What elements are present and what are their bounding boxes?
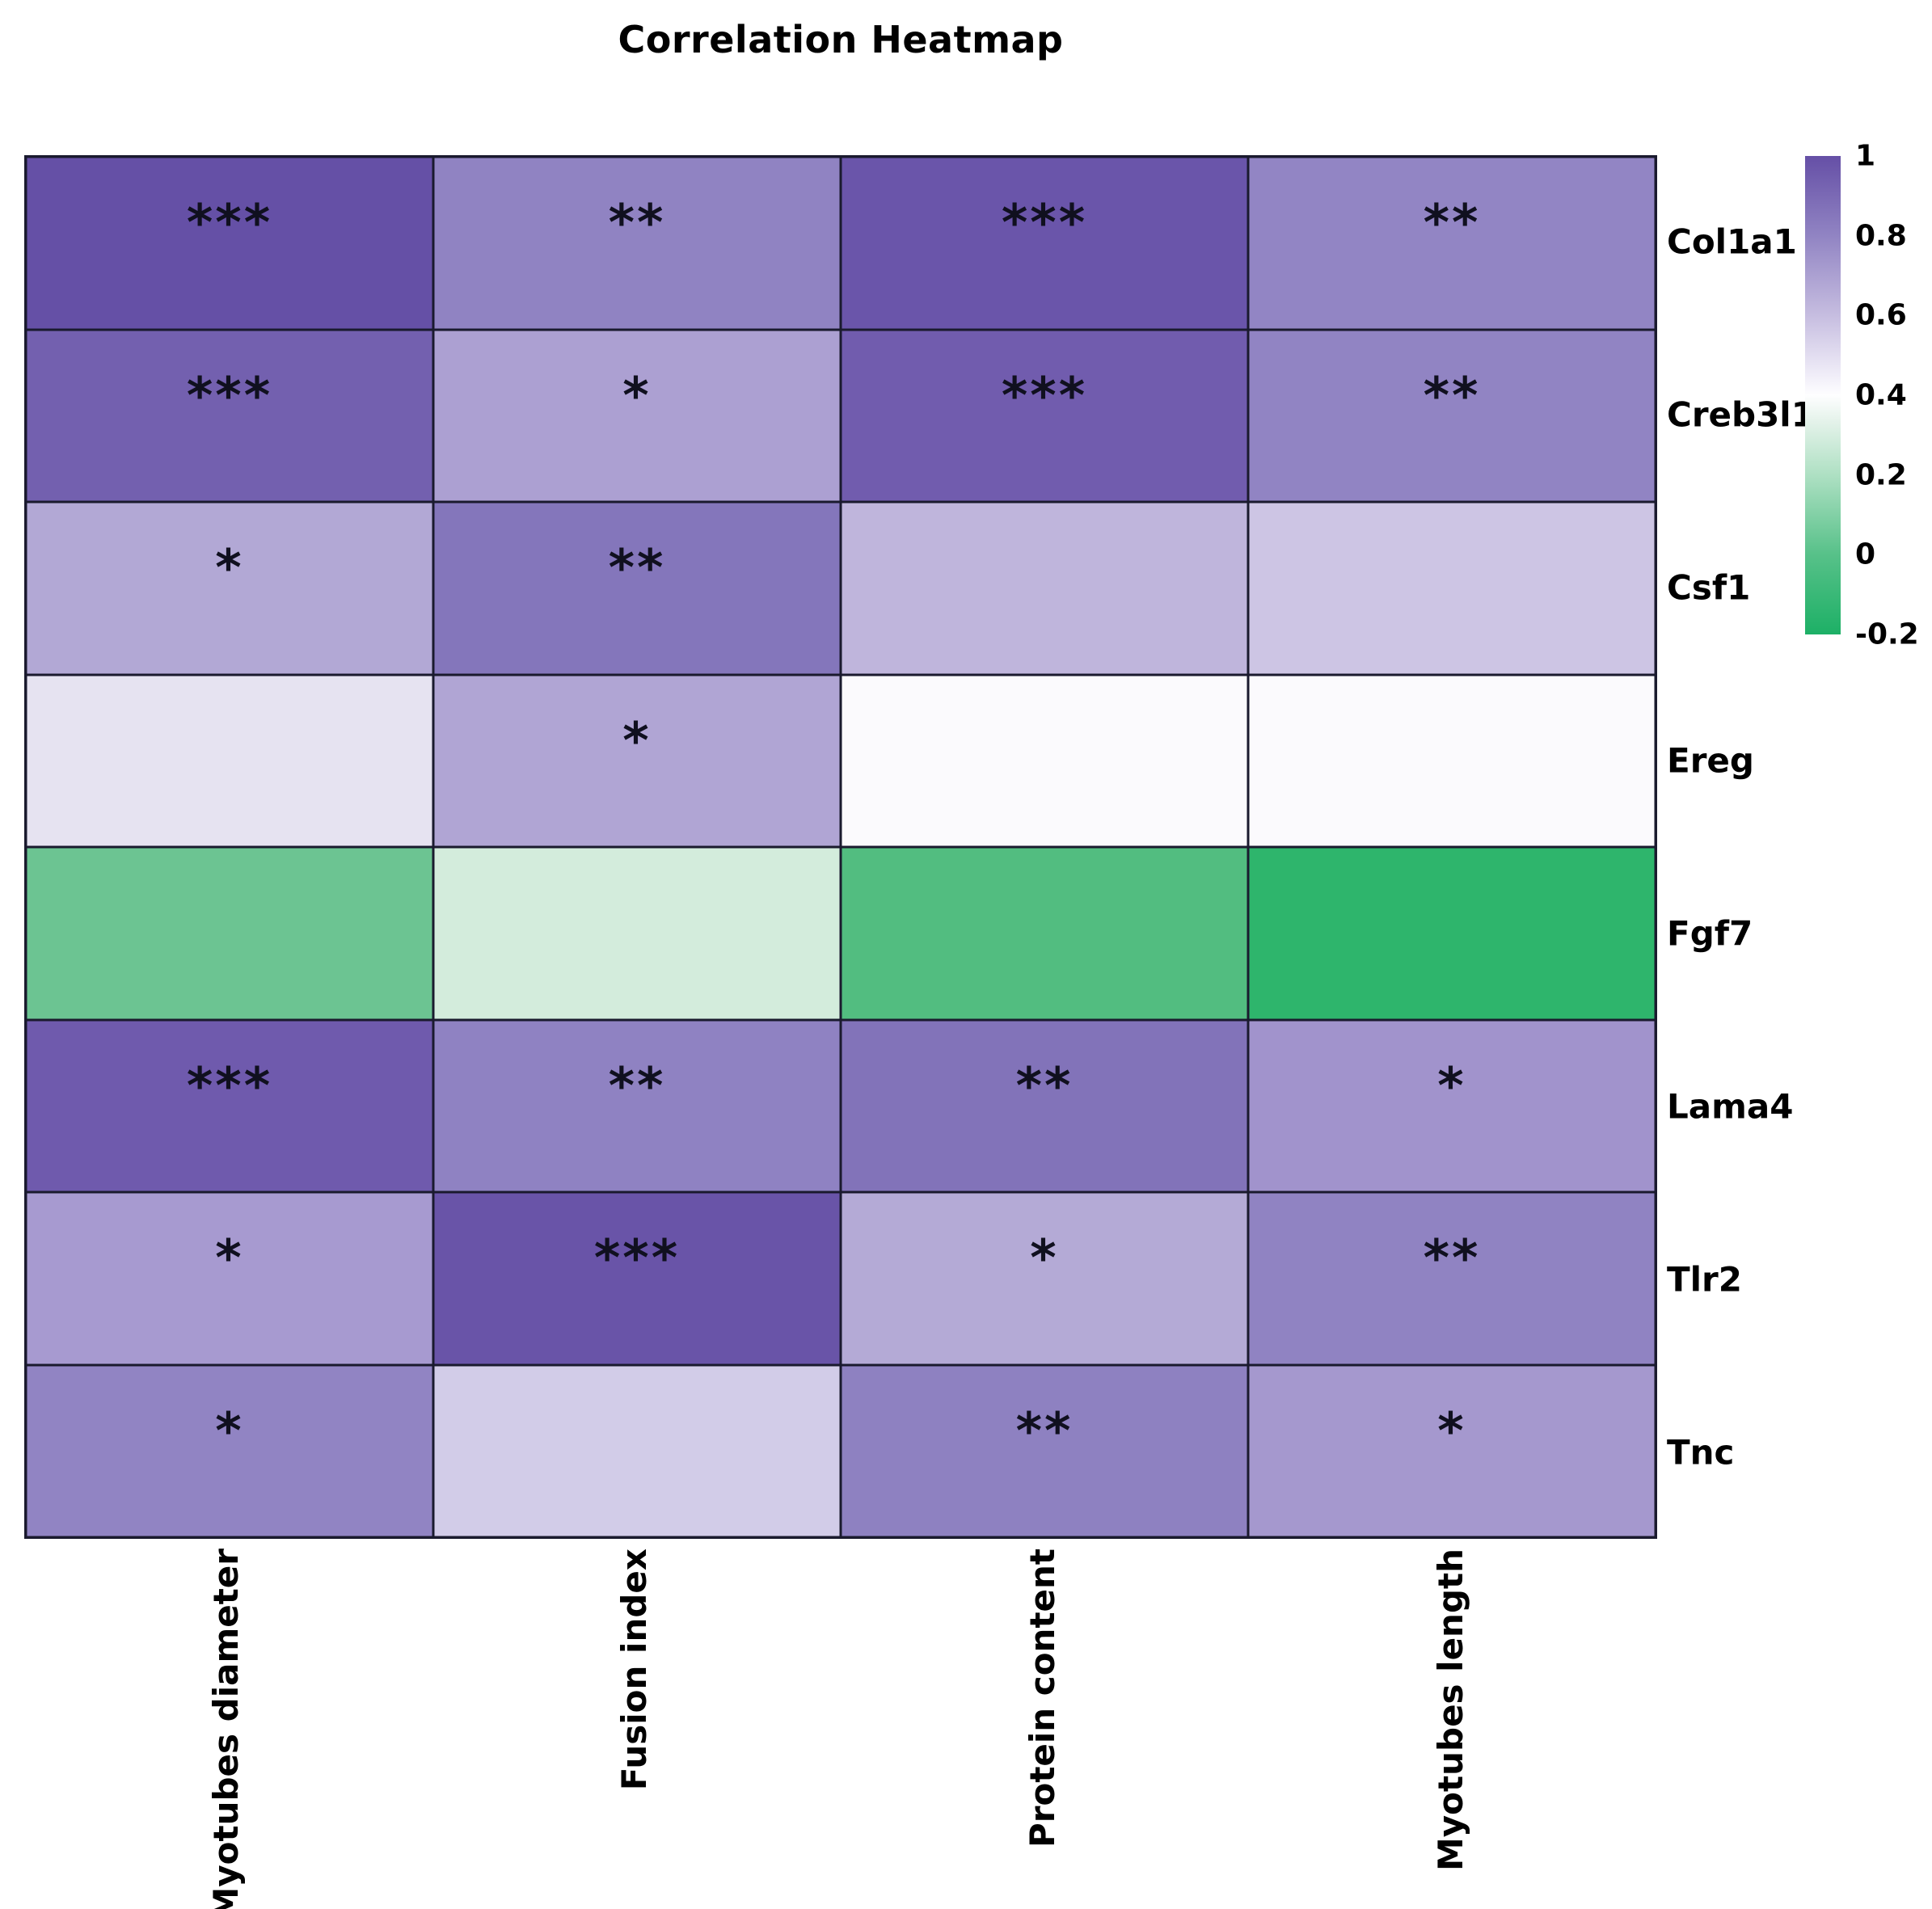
row-label: Csf1 [1667,567,1751,608]
heatmap-cell [841,674,1248,847]
heatmap-cell [433,847,841,1020]
heatmap-cell: *** [841,329,1248,502]
significance-stars: ** [608,193,666,253]
heatmap-cell [1248,674,1656,847]
heatmap-cell [1248,502,1656,675]
row-label: Fgf7 [1667,913,1753,954]
heatmap-cell [841,502,1248,675]
colorbar-tick-label: 0.4 [1855,378,1907,412]
significance-stars: * [622,710,652,770]
colorbar-tick-label: 0.6 [1855,298,1907,332]
colorbar-tick-label: 0 [1855,537,1876,571]
heatmap-cell: ** [841,1364,1248,1537]
significance-stars: ** [1015,1401,1074,1460]
significance-stars: ** [608,1056,666,1115]
heatmap-cell: * [433,329,841,502]
colorbar-tick-label: -0.2 [1855,617,1919,651]
row-label: Ereg [1667,740,1754,781]
colorbar-tick-label: 1 [1855,139,1876,173]
significance-stars: *** [186,1056,273,1115]
significance-stars: ** [1423,193,1481,253]
column-label: Protein content [1022,1549,1062,1848]
significance-stars: * [1437,1401,1466,1460]
significance-stars: * [1030,1228,1059,1288]
significance-stars: *** [1001,365,1088,425]
colorbar-legend [1805,156,1841,634]
heatmap-cell: ** [841,1019,1248,1192]
significance-stars: *** [1001,193,1088,253]
heatmap-cell: ** [1248,329,1656,502]
significance-stars: * [1437,1056,1466,1115]
row-label: Creb3l1 [1667,394,1815,435]
column-label: Myotubes length [1430,1549,1470,1871]
row-axis-labels: Col1a1 Creb3l1 Csf1 Ereg Fgf7 Lama4 Tlr2 Tnc [1667,155,1926,1539]
heatmap-cell: * [433,674,841,847]
chart-title: Correlation Heatmap [618,18,1064,61]
heatmap-cell: ** [433,1019,841,1192]
significance-stars: *** [186,193,273,253]
significance-stars: ** [608,538,666,598]
column-label: Myotubes diameter [205,1549,246,1909]
heatmap-cell: *** [26,1019,433,1192]
heatmap-cell: * [26,1192,433,1365]
significance-stars: ** [1423,365,1481,425]
heatmap-cell [1248,847,1656,1020]
significance-stars: ** [1423,1228,1481,1288]
heatmap-cell: * [26,502,433,675]
heatmap-cell [841,847,1248,1020]
heatmap-cell: *** [433,1192,841,1365]
row-label: Tlr2 [1667,1259,1742,1300]
column-label: Fusion index [614,1549,654,1791]
heatmap-cell: * [841,1192,1248,1365]
significance-stars: ** [1015,1056,1074,1115]
significance-stars: *** [186,365,273,425]
heatmap-cell: ** [1248,1192,1656,1365]
significance-stars: *** [593,1228,681,1288]
significance-stars: * [622,365,652,425]
heatmap-cell: *** [26,329,433,502]
row-label: Lama4 [1667,1086,1794,1127]
heatmap-cell: ** [1248,157,1656,330]
heatmap-grid: *** ** *** ** *** * *** ** * ** * *** ** ** * * *** * ** * *… [24,155,1657,1539]
heatmap-cell: * [1248,1364,1656,1537]
heatmap-cell: * [26,1364,433,1537]
heatmap-cell [26,847,433,1020]
colorbar-tick-label: 0.2 [1855,458,1907,492]
significance-stars: * [215,1228,244,1288]
significance-stars: * [215,538,244,598]
colorbar-tick-label: 0.8 [1855,219,1907,253]
heatmap-cell: *** [26,157,433,330]
significance-stars: * [215,1401,244,1460]
heatmap-cell: ** [433,502,841,675]
row-label: Col1a1 [1667,221,1797,262]
row-label: Tnc [1667,1432,1735,1473]
heatmap-cell [433,1364,841,1537]
heatmap-cell: *** [841,157,1248,330]
heatmap-cell: ** [433,157,841,330]
heatmap-cell: * [1248,1019,1656,1192]
heatmap-cell [26,674,433,847]
